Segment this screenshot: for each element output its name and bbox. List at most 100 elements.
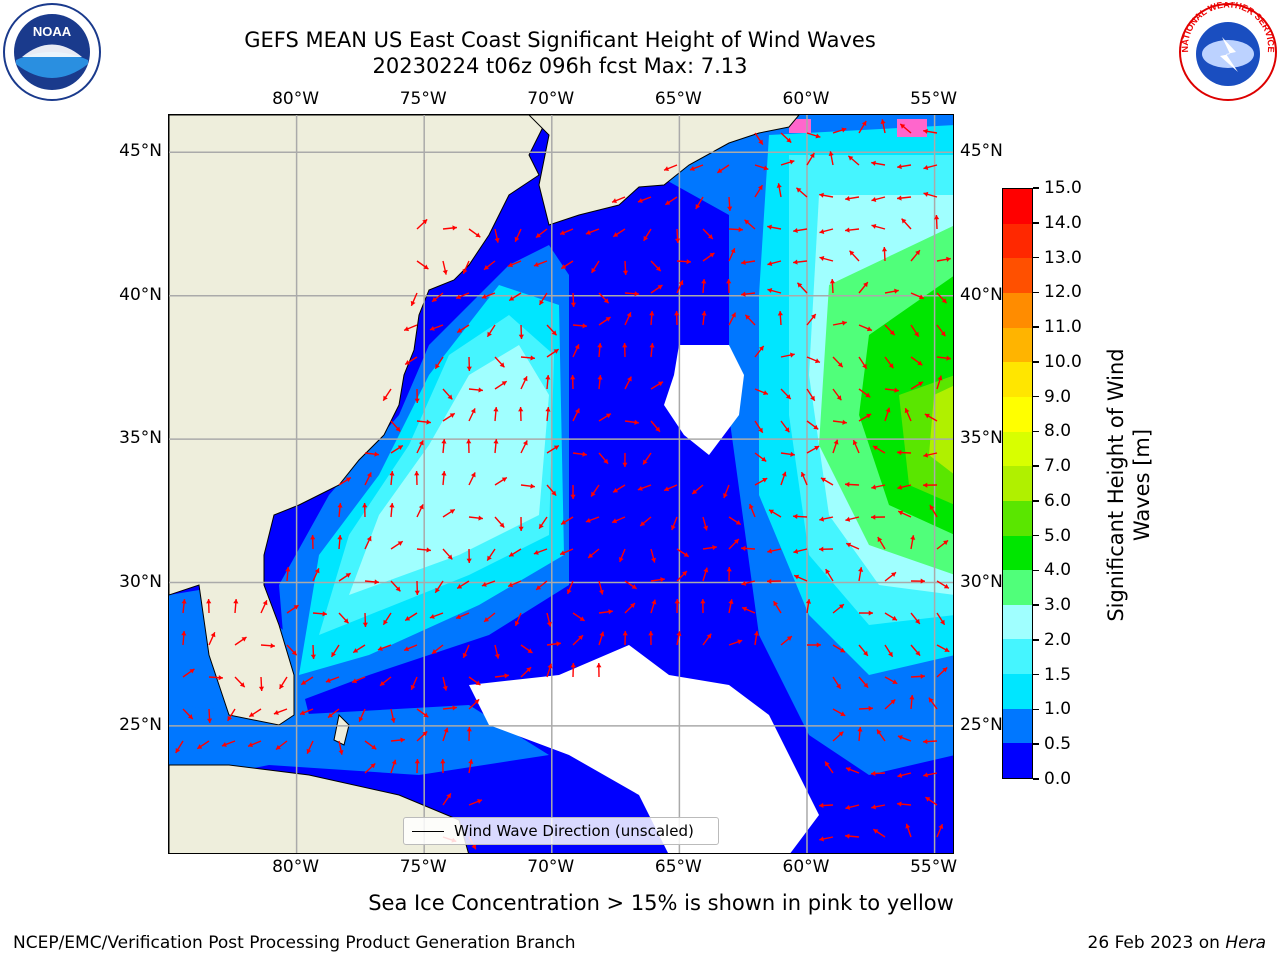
wave-direction-arrow-73 bbox=[936, 256, 951, 262]
wave-direction-arrow-238 bbox=[897, 510, 912, 518]
wave-direction-arrow-408 bbox=[390, 759, 397, 774]
wave-direction-arrow-91 bbox=[858, 281, 869, 294]
wave-direction-arrow-415 bbox=[897, 772, 912, 778]
wave-direction-arrow-7 bbox=[923, 128, 938, 134]
colorbar-segment-14 bbox=[1003, 258, 1032, 294]
wave-direction-arrow-401 bbox=[466, 726, 472, 742]
wave-direction-arrow-138 bbox=[494, 380, 508, 390]
colorbar-segment-12 bbox=[1003, 327, 1032, 363]
wave-direction-arrow-296 bbox=[312, 611, 328, 617]
wave-direction-arrow-92 bbox=[884, 288, 899, 294]
wave-direction-arrow-258 bbox=[767, 548, 782, 554]
wave-direction-arrow-329 bbox=[377, 644, 392, 651]
wave-direction-arrow-151 bbox=[910, 381, 924, 390]
wave-direction-arrow-58 bbox=[533, 260, 548, 267]
colorbar-tick-mark-0 bbox=[1033, 778, 1039, 780]
wave-direction-arrow-269 bbox=[390, 580, 401, 592]
wave-direction-arrow-95 bbox=[403, 324, 418, 332]
wave-direction-arrow-13 bbox=[806, 152, 815, 166]
colorbar-tick-mark-7 bbox=[1033, 534, 1039, 537]
wave-direction-arrow-266 bbox=[312, 568, 320, 582]
wave-direction-arrow-37 bbox=[535, 228, 548, 239]
wave-direction-arrow-219 bbox=[416, 504, 424, 518]
colorbar-tick-label-13: 11.0 bbox=[1044, 317, 1082, 338]
lat-label-right-2: 35°N bbox=[960, 428, 1003, 449]
wave-direction-arrow-105 bbox=[674, 310, 680, 326]
wave-direction-arrow-2 bbox=[806, 132, 821, 139]
wave-direction-arrow-224 bbox=[538, 516, 548, 530]
wave-direction-arrow-120 bbox=[520, 355, 536, 361]
wave-direction-arrow-241 bbox=[337, 534, 343, 550]
wave-direction-arrow-187 bbox=[832, 439, 839, 454]
wave-direction-arrow-334 bbox=[520, 644, 533, 654]
colorbar-tick-label-4: 2.0 bbox=[1044, 629, 1072, 650]
wave-direction-arrow-182 bbox=[622, 452, 628, 468]
wave-direction-arrow-101 bbox=[572, 323, 588, 329]
wave-direction-arrow-368 bbox=[832, 676, 842, 690]
wave-direction-arrow-208 bbox=[754, 477, 768, 486]
wave-direction-arrow-190 bbox=[896, 449, 912, 456]
wave-direction-arrow-332 bbox=[462, 644, 470, 659]
wave-direction-arrow-140 bbox=[545, 374, 551, 390]
wave-direction-arrow-164 bbox=[754, 420, 764, 434]
wave-direction-arrow-90 bbox=[829, 278, 836, 294]
wave-direction-arrow-294 bbox=[260, 599, 268, 614]
wave-direction-arrow-351 bbox=[182, 668, 195, 678]
wave-direction-arrow-60 bbox=[590, 260, 600, 274]
wave-direction-arrow-345 bbox=[806, 642, 822, 648]
lat-label-right-1: 40°N bbox=[960, 284, 1003, 305]
wave-direction-arrow-202 bbox=[590, 484, 600, 497]
wave-direction-arrow-53 bbox=[416, 260, 429, 270]
wave-direction-arrow-126 bbox=[754, 345, 765, 358]
wave-direction-arrow-31 bbox=[923, 191, 938, 198]
lat-label-left-2: 35°N bbox=[119, 428, 162, 449]
wave-direction-arrow-339 bbox=[648, 630, 654, 646]
wave-direction-arrow-394 bbox=[275, 740, 288, 751]
wave-direction-arrow-74 bbox=[410, 292, 418, 307]
wave-direction-arrow-391 bbox=[196, 740, 210, 750]
wave-direction-arrow-163 bbox=[650, 420, 661, 433]
straits-wave-band bbox=[169, 705, 549, 785]
wave-direction-arrow-363 bbox=[494, 673, 509, 679]
wave-direction-arrow-83 bbox=[650, 284, 663, 294]
wave-direction-arrow-141 bbox=[570, 374, 576, 390]
wave-direction-arrow-303 bbox=[483, 612, 496, 623]
wave-direction-arrow-36 bbox=[514, 228, 522, 243]
wave-direction-arrow-228 bbox=[639, 516, 652, 527]
wave-direction-arrow-103 bbox=[624, 311, 632, 326]
colorbar-tick-mark-12 bbox=[1033, 361, 1039, 363]
wave-direction-arrow-319 bbox=[910, 612, 921, 625]
wave-direction-arrow-367 bbox=[596, 662, 602, 678]
colorbar-tick-label-10: 8.0 bbox=[1044, 421, 1072, 442]
wave-direction-arrow-32 bbox=[416, 218, 428, 230]
wave-direction-arrow-261 bbox=[845, 542, 860, 550]
wave-direction-arrow-417 bbox=[442, 793, 452, 806]
wave-direction-arrow-216 bbox=[337, 502, 343, 518]
wave-direction-arrow-305 bbox=[546, 612, 552, 627]
wave-direction-arrow-359 bbox=[379, 676, 392, 687]
wave-direction-arrow-5 bbox=[880, 119, 886, 134]
wave-direction-arrow-123 bbox=[597, 342, 603, 358]
wave-direction-arrow-102 bbox=[598, 316, 611, 326]
wave-direction-arrow-348 bbox=[884, 644, 894, 658]
wave-direction-arrow-295 bbox=[286, 604, 299, 614]
wave-direction-arrow-360 bbox=[410, 676, 418, 691]
wave-direction-arrow-376 bbox=[248, 708, 262, 718]
lat-label-right-0: 45°N bbox=[960, 141, 1003, 162]
wave-direction-arrow-149 bbox=[858, 388, 871, 398]
wave-direction-arrow-175 bbox=[441, 438, 447, 454]
wave-direction-arrow-20 bbox=[637, 196, 652, 203]
wave-direction-arrow-422 bbox=[896, 801, 912, 807]
map-legend: Wind Wave Direction (unscaled) bbox=[403, 817, 719, 845]
wave-direction-arrow-40 bbox=[612, 228, 626, 238]
wave-direction-arrow-80 bbox=[570, 292, 577, 308]
colorbar-label: Significant Height of Wind Waves [m] bbox=[1104, 348, 1154, 622]
wave-direction-arrow-405 bbox=[897, 735, 912, 742]
wave-direction-arrow-125 bbox=[649, 343, 655, 358]
wave-direction-arrow-366 bbox=[570, 662, 576, 678]
wave-direction-arrow-253 bbox=[650, 548, 657, 563]
wave-direction-arrow-88 bbox=[767, 288, 782, 294]
generation-date: 26 Feb 2023 on Hera bbox=[1088, 933, 1266, 953]
wave-direction-arrow-21 bbox=[664, 196, 678, 206]
lon-label-top-1: 75°W bbox=[399, 89, 447, 109]
